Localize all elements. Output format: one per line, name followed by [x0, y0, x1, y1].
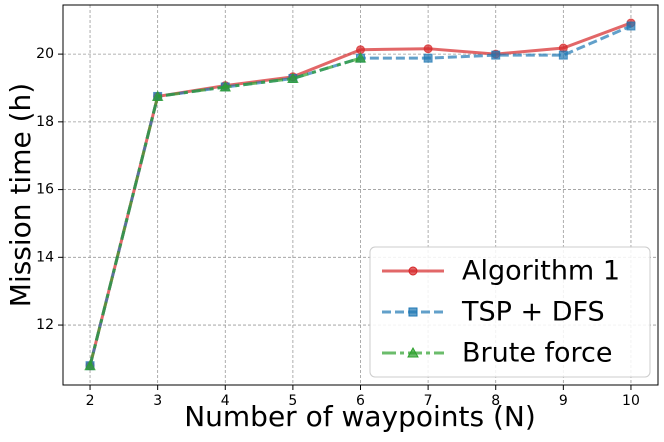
data-point [626, 21, 636, 31]
legend-label: Algorithm 1 [462, 256, 620, 287]
legend-marker [408, 307, 418, 317]
x-tick-label: 8 [491, 393, 500, 409]
data-point [423, 53, 433, 63]
x-tick-label: 5 [288, 393, 297, 409]
legend-marker [408, 266, 418, 276]
x-tick-label: 6 [356, 393, 365, 409]
x-tick-label: 9 [559, 393, 568, 409]
x-tick-label: 7 [424, 393, 433, 409]
data-point [354, 52, 367, 63]
x-tick-label: 2 [86, 393, 95, 409]
plot-frame [62, 4, 659, 386]
y-tick-label: 16 [36, 182, 54, 198]
x-tick-label: 10 [622, 393, 640, 409]
legend-marker [407, 346, 419, 358]
x-tick-label: 3 [153, 393, 162, 409]
data-point [287, 72, 299, 83]
legend-label: Brute force [462, 338, 613, 369]
y-axis-label: Mission time (h) [4, 83, 37, 307]
data-point [151, 90, 164, 101]
data-point [84, 359, 96, 371]
x-axis-label: Number of waypoints (N) [184, 400, 536, 433]
legend-label: TSP + DFS [461, 297, 605, 328]
data-point [423, 44, 433, 54]
y-tick-label: 12 [36, 317, 54, 333]
y-tick-label: 14 [36, 249, 54, 265]
y-tick-label: 18 [36, 114, 54, 130]
data-point [491, 50, 501, 60]
legend-box [369, 246, 651, 378]
data-point [558, 50, 568, 60]
data-point [219, 80, 232, 92]
y-tick-label: 20 [36, 46, 54, 62]
x-tick-label: 4 [221, 393, 230, 409]
